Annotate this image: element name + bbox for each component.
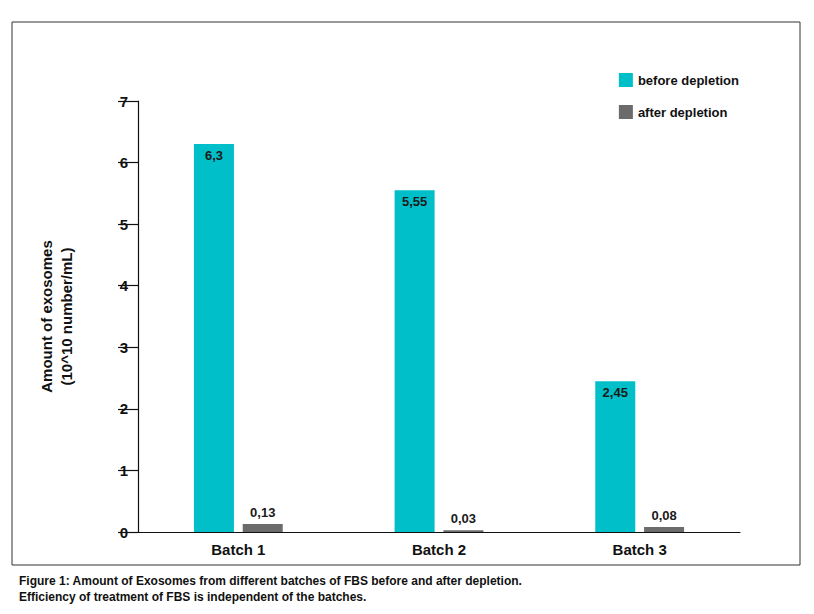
svg-text:2,45: 2,45 [603, 385, 628, 400]
svg-text:0,13: 0,13 [250, 505, 275, 520]
svg-text:Figure 1: Amount of Exosomes f: Figure 1: Amount of Exosomes from differ… [19, 574, 522, 588]
svg-text:7: 7 [120, 93, 128, 110]
svg-text:3: 3 [120, 339, 128, 356]
svg-text:2: 2 [120, 400, 128, 417]
svg-text:before depletion: before depletion [638, 73, 739, 88]
svg-text:Efficiency of treatment of FBS: Efficiency of treatment of FBS is indepe… [19, 590, 366, 604]
svg-text:Batch 3: Batch 3 [613, 541, 667, 558]
svg-text:0: 0 [120, 524, 128, 541]
svg-text:Amount of exosomes: Amount of exosomes [38, 240, 55, 393]
svg-text:5,55: 5,55 [402, 194, 427, 209]
svg-text:Batch 2: Batch 2 [412, 541, 466, 558]
svg-text:(10^10 number/mL): (10^10 number/mL) [58, 248, 75, 386]
svg-text:6,3: 6,3 [205, 148, 223, 163]
svg-text:0,03: 0,03 [451, 511, 476, 526]
svg-text:4: 4 [120, 277, 129, 294]
svg-text:Batch 1: Batch 1 [211, 541, 265, 558]
svg-text:0,08: 0,08 [651, 508, 676, 523]
svg-text:after depletion: after depletion [638, 105, 728, 120]
svg-text:6: 6 [120, 154, 128, 171]
svg-text:5: 5 [120, 216, 128, 233]
svg-text:1: 1 [120, 462, 128, 479]
